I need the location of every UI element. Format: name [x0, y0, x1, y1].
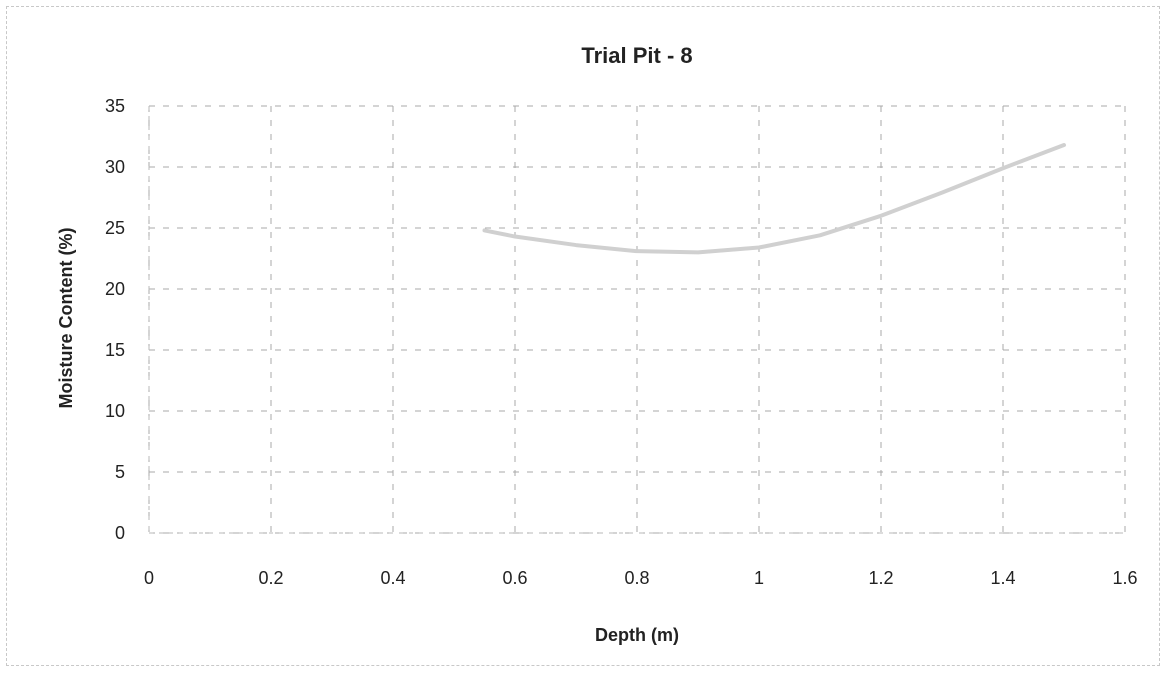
series-point-0-10: [1062, 143, 1066, 147]
y-axis-title: Moisture Content (%): [56, 228, 76, 409]
y-tick-label-4: 20: [105, 279, 125, 299]
chart-title: Trial Pit - 8: [581, 43, 692, 68]
y-tick-label-6: 30: [105, 157, 125, 177]
y-tick-label-3: 15: [105, 340, 125, 360]
series-layer: [482, 143, 1066, 255]
y-tick-label-0: 0: [115, 523, 125, 543]
x-tick-label-0: 0: [144, 568, 154, 588]
grid-lines: [148, 105, 1126, 534]
x-tick-label-5: 1: [754, 568, 764, 588]
series-point-0-3: [635, 249, 639, 253]
x-tick-label-6: 1.2: [868, 568, 893, 588]
series-point-0-5: [757, 245, 761, 250]
y-tick-label-2: 10: [105, 401, 125, 421]
x-axis-title: Depth (m): [595, 625, 679, 645]
x-tick-label-7: 1.4: [990, 568, 1015, 588]
y-tick-label-7: 35: [105, 96, 125, 116]
series-point-0-4: [696, 250, 700, 254]
x-tick-label-3: 0.6: [502, 568, 527, 588]
x-tick-label-2: 0.4: [380, 568, 405, 588]
x-tick-label-4: 0.8: [624, 568, 649, 588]
x-tick-labels: 0 0.2 0.4 0.6 0.8 1 1.2 1.4 1.6: [144, 568, 1138, 588]
series-point-0-1: [513, 234, 517, 239]
plot-axes: [148, 106, 1125, 534]
series-point-0-8: [940, 191, 944, 195]
y-tick-label-1: 5: [115, 462, 125, 482]
series-point-0-6: [818, 233, 822, 237]
x-tick-label-1: 0.2: [258, 568, 283, 588]
chart-frame: [6, 6, 1160, 666]
y-tick-labels: 0 5 10 15 20 25 30 35: [105, 96, 125, 543]
series-point-0-2: [574, 243, 578, 247]
series-point-0-7: [879, 214, 883, 218]
series-point-0-9: [1001, 166, 1005, 170]
series-point-0-0: [482, 228, 487, 233]
x-tick-label-8: 1.6: [1112, 568, 1137, 588]
series-line-0: [482, 143, 1066, 255]
y-tick-label-5: 25: [105, 218, 125, 238]
